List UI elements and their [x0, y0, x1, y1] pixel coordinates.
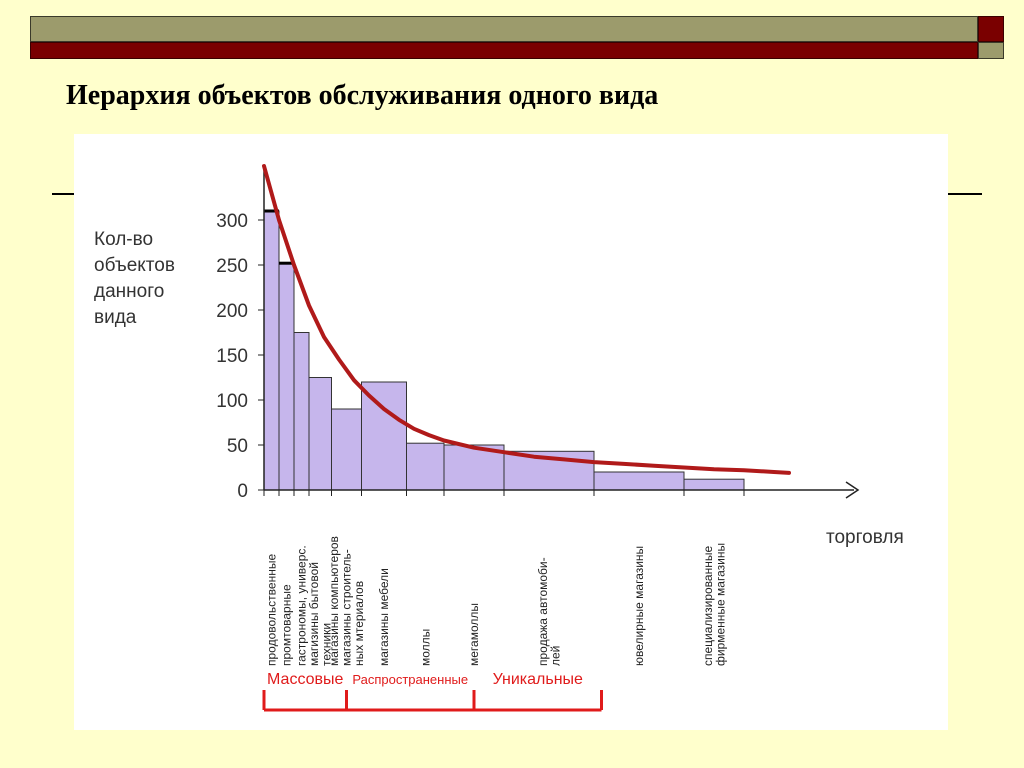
group-label: Массовые [267, 671, 343, 688]
y-axis-label: Кол-во [94, 229, 153, 250]
trend-curve [262, 164, 791, 475]
y-tick-label: 50 [227, 436, 248, 457]
bar [593, 471, 685, 491]
category-label: моллы [418, 629, 432, 666]
category-label: специализированныефирменные магазины [701, 543, 728, 666]
title-underline-left [52, 193, 74, 195]
y-tick-label: 250 [216, 256, 248, 277]
y-tick-label: 300 [216, 211, 248, 232]
y-axis-label: объектов [94, 255, 175, 276]
group-label: Уникальные [493, 671, 583, 688]
header-maroon-bar [30, 42, 978, 59]
category-label: ювелирные магазины [632, 546, 646, 666]
y-axis-label: вида [94, 307, 137, 328]
hierarchy-bar-chart: Кол-во объектов данного вида 0 50 100 150 200 250… [74, 134, 948, 730]
bar [406, 442, 445, 491]
category-label: гастрономы, универс. [295, 545, 309, 666]
y-tick-label: 150 [216, 346, 248, 367]
bar [293, 332, 310, 491]
category-label: промтоварные [280, 584, 294, 666]
category-label: продовольственные [265, 554, 279, 666]
bar [308, 377, 332, 491]
header-olive-bar [30, 16, 978, 42]
header-corner-square-maroon [978, 16, 1004, 42]
header-corner-square-olive [978, 42, 1004, 59]
bar [683, 478, 745, 491]
slide-title: Иерархия объектов обслуживания одного ви… [66, 80, 659, 111]
bar [331, 408, 362, 491]
title-underline-right [948, 193, 982, 195]
y-tick-label: 100 [216, 391, 248, 412]
category-label: магазины компьютеровмагазины строитель-н… [327, 536, 366, 666]
category-label: магазины мебели [377, 568, 391, 666]
bar [263, 210, 280, 491]
category-label: мегамоллы [467, 603, 481, 666]
category-label: продажа автомоби-лей [536, 557, 563, 666]
bar [361, 381, 407, 491]
group-label: Распространенные [352, 672, 468, 687]
x-axis-label: торговля [826, 527, 904, 548]
category-label: магизины бытовойтехники [307, 562, 334, 666]
y-axis-label: данного [94, 281, 164, 302]
y-tick-label: 0 [237, 481, 248, 502]
x-axis-arrow-icon [845, 481, 860, 499]
y-tick-label: 200 [216, 301, 248, 322]
bar [278, 262, 295, 491]
